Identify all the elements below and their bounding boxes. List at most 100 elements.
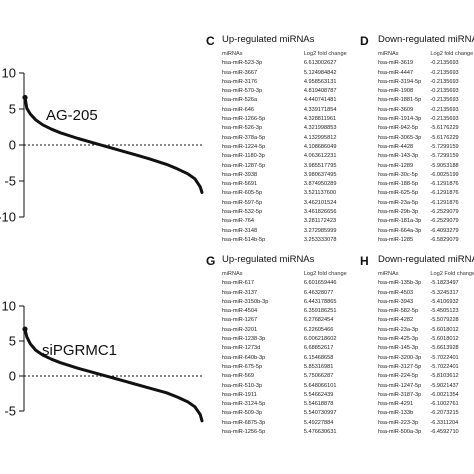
mirna-name-cell: hsa-miR-425-3p (378, 336, 419, 343)
fold-change-cell: -6.4592710 (430, 429, 459, 436)
mirna-name-cell: hsa-miR-1914-3p (378, 116, 422, 123)
mirna-name-cell: hsa-miR-4291 (378, 401, 414, 408)
fold-change-cell: 5.54662439 (303, 391, 334, 398)
column-header: Log2 fold change (303, 51, 347, 57)
mirna-name-cell: hsa-miR-646 (222, 106, 255, 113)
table-row: hsa-miR-509-3p 5.540730997 (222, 409, 372, 418)
table-row: hsa-miR-135b-3p -5.1823497 (378, 279, 474, 288)
mirna-name-cell: hsa-miR-145-3p (378, 345, 419, 352)
table-row: hsa-miR-640b-3p 6.15468658 (222, 354, 372, 363)
mirna-name-cell: hsa-miR-4447 (378, 69, 414, 76)
fold-change-cell: -5.4106932 (430, 298, 459, 305)
table-row: hsa-miR-625-5p -6.1291876 (378, 189, 474, 198)
table-row: hsa-miR-4291 -6.1002761 (378, 400, 474, 409)
mirna-name-cell: hsa-miR-1273d (222, 345, 261, 352)
mirna-name-cell: hsa-miR-6875-3p (222, 419, 266, 426)
mirna-name-cell: hsa-miR-640b-3p (222, 354, 266, 361)
table-row: hsa-miR-188-5p -6.1291876 (378, 180, 474, 189)
fold-change-cell: 4.108686049 (303, 143, 337, 150)
plot-annotation-label: AG-205 (46, 107, 98, 124)
panel-letter-h: H (360, 254, 369, 268)
fold-change-cell: 3.462101524 (303, 199, 337, 206)
fold-change-cell: 6.359186251 (303, 308, 337, 315)
mirna-name-cell: hsa-miR-3127-5p (378, 363, 422, 370)
table-row: hsa-miR-1881-5p -0.2135693 (378, 96, 474, 105)
table-row: hsa-miR-1238-3p 6.006218602 (222, 335, 372, 344)
table-row: hsa-miR-675-5p 5.85316981 (222, 363, 372, 372)
table-header-row: miRNAs Log2 fold change (222, 50, 372, 59)
fold-change-cell: -6.2529079 (430, 209, 459, 216)
fold-change-cell: 6.22605466 (303, 326, 334, 333)
mirna-name-cell: hsa-miR-1256-5p (222, 429, 266, 436)
fold-change-cell: 3.980637495 (303, 171, 337, 178)
mirna-name-cell: hsa-miR-1180-3p (222, 153, 265, 160)
fold-change-cell: 4.440741481 (303, 97, 337, 104)
fold-change-cell: -5.6018012 (430, 326, 459, 333)
fold-change-cell: 5.476630631 (303, 429, 337, 436)
fold-change-cell: 3.985517795 (303, 162, 337, 169)
mirna-name-cell: hsa-miR-135b-3p (378, 280, 422, 287)
fold-change-cell: -0.2135693 (430, 88, 459, 95)
mirna-name-cell: hsa-miR-509-3p (222, 410, 263, 417)
table-row: hsa-miR-1256-5p 5.476630631 (222, 428, 372, 437)
column-header: miRNAs (222, 271, 243, 277)
mirna-name-cell: hsa-miR-1908 (378, 88, 414, 95)
table-h: miRNAs Log2 Fold change hsa-miR-135b-3p -5.… (378, 270, 474, 437)
table-header-row: miRNAs Log2 Fold change (378, 270, 474, 279)
plot-ag205: 10 5 0 -5 -10 AG-205 (0, 66, 204, 225)
fold-change-cell: -6.4093279 (430, 227, 459, 234)
fold-change-cell: -0.2135693 (430, 106, 459, 113)
mirna-name-cell: hsa-miR-3137 (222, 289, 258, 296)
mirna-name-cell: hsa-miR-526-3p (222, 125, 263, 132)
mirna-name-cell: hsa-miR-1881-5p (378, 97, 422, 104)
mirna-name-cell: hsa-miR-378a-5p (222, 134, 266, 141)
mirna-name-cell: hsa-miR-3176 (222, 78, 258, 85)
table-row: hsa-miR-664a-3p -6.4093279 (378, 227, 474, 236)
y-tick-label: 5 (9, 334, 16, 349)
mirna-name-cell: hsa-miR-3609 (378, 106, 414, 113)
fold-change-cell: -0.2135693 (430, 69, 459, 76)
mirna-name-cell: hsa-miR-4503 (378, 289, 414, 296)
mirna-name-cell: hsa-miR-1285 (378, 236, 414, 243)
fold-change-cell: -0.2135693 (430, 97, 459, 104)
y-tick-label: 5 (9, 102, 16, 117)
fold-change-cell: 6.27682454 (303, 317, 334, 324)
panel-letter-d: D (360, 34, 369, 48)
mirna-name-cell: hsa-miR-3150b-3p (222, 298, 269, 305)
fold-change-curve (23, 96, 204, 194)
fold-change-cell: 6.15468658 (303, 354, 334, 361)
mirna-name-cell: hsa-miR-1267 (222, 317, 258, 324)
fold-change-cell: 4.958563131 (303, 78, 337, 85)
table-header-row: miRNAs Log2 fold change (222, 270, 372, 279)
fold-change-cell: -6.0021354 (430, 391, 459, 398)
table-title-g: Up-regulated miRNAs (222, 254, 315, 265)
y-tick-label: -5 (4, 174, 16, 189)
mirna-name-cell: hsa-miR-4428 (378, 143, 414, 150)
fold-change-cell: 5.75066287 (303, 373, 334, 380)
table-row: hsa-miR-3148 3.272985999 (222, 227, 372, 236)
fold-change-cell: -6.1291876 (430, 181, 459, 188)
mirna-name-cell: hsa-miR-764 (222, 218, 255, 225)
table-row: hsa-miR-1267 6.27682454 (222, 316, 372, 325)
table-row: hsa-miR-510-3p 5.648066101 (222, 382, 372, 391)
table-row: hsa-miR-4504 6.359186251 (222, 307, 372, 316)
table-c: miRNAs Log2 fold change hsa-miR-523-3p 6.61… (222, 50, 372, 245)
mirna-name-cell: hsa-miR-1247-5p (378, 382, 422, 389)
fold-change-cell: 3.461826656 (303, 209, 337, 216)
mirna-name-cell: hsa-miR-597-5p (222, 199, 263, 206)
column-header: Log2 fold change (430, 51, 474, 57)
fold-change-cell: -5.6018012 (430, 336, 459, 343)
table-row: hsa-miR-4447 -0.2135693 (378, 69, 474, 78)
fold-change-cell: 3.281172423 (303, 218, 337, 225)
table-row: hsa-miR-3176 4.958563131 (222, 78, 372, 87)
table-title-h: Down-regulated miRNAs (378, 254, 474, 265)
table-row: hsa-miR-1180-3p 4.063612231 (222, 152, 372, 161)
panel-letter-g: G (206, 254, 216, 268)
table-title-c: Up-regulated miRNAs (222, 34, 315, 45)
table-row: hsa-miR-4428 -5.7299159 (378, 143, 474, 152)
mirna-name-cell: hsa-miR-3200-3p (378, 354, 422, 361)
fold-change-cell: 4.819408787 (303, 88, 337, 95)
mirna-name-cell: hsa-miR-510-3p (222, 382, 263, 389)
column-header: Log2 fold change (303, 271, 347, 277)
table-row: hsa-miR-425-3p -5.6018012 (378, 335, 474, 344)
